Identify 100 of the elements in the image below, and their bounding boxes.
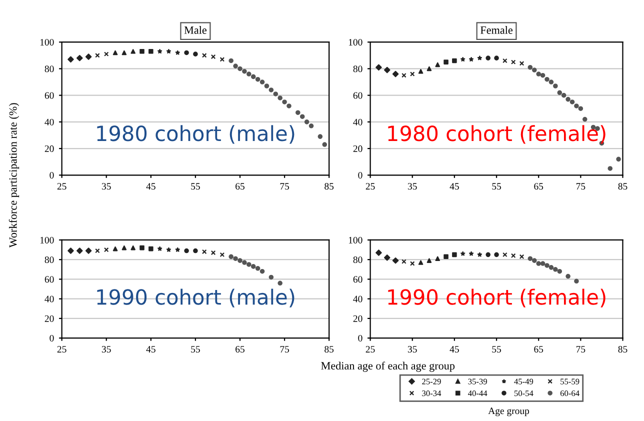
point bbox=[468, 57, 474, 62]
point bbox=[410, 72, 415, 76]
point bbox=[122, 50, 127, 56]
point bbox=[460, 251, 466, 256]
point bbox=[494, 56, 499, 60]
point bbox=[85, 248, 92, 254]
point bbox=[510, 253, 516, 258]
point bbox=[264, 84, 270, 88]
y-tick-label: 40 bbox=[353, 296, 362, 302]
point bbox=[426, 66, 432, 72]
point bbox=[282, 100, 287, 104]
point bbox=[228, 58, 234, 64]
point bbox=[528, 64, 533, 70]
point bbox=[608, 166, 613, 171]
point bbox=[308, 124, 314, 128]
point bbox=[122, 245, 127, 250]
x-tick-label: 65 bbox=[236, 183, 244, 190]
point bbox=[175, 247, 180, 252]
x-tick-label: 65 bbox=[534, 346, 544, 353]
point bbox=[220, 252, 225, 258]
point bbox=[220, 57, 225, 62]
point bbox=[460, 57, 466, 62]
legend-label: 40-44 bbox=[468, 390, 488, 396]
y-tick-label: 100 bbox=[348, 39, 362, 46]
point bbox=[553, 267, 558, 272]
y-tick-label: 100 bbox=[40, 39, 54, 46]
point bbox=[278, 96, 282, 100]
point bbox=[228, 254, 234, 260]
point bbox=[502, 58, 508, 64]
point bbox=[76, 54, 83, 62]
x-tick-label: 55 bbox=[191, 346, 200, 353]
x-tick-label: 85 bbox=[618, 346, 628, 353]
point bbox=[519, 60, 524, 66]
x-tick-label: 35 bbox=[408, 346, 417, 353]
x-tick-label: 75 bbox=[576, 346, 586, 353]
point bbox=[561, 92, 566, 98]
point bbox=[502, 252, 508, 258]
point bbox=[376, 64, 382, 71]
y-tick-label: 0 bbox=[50, 172, 54, 179]
point bbox=[184, 50, 189, 56]
x-tick-label: 55 bbox=[492, 183, 502, 190]
point bbox=[322, 142, 328, 147]
y-tick-label: 40 bbox=[353, 118, 362, 126]
point bbox=[540, 72, 546, 78]
point bbox=[238, 66, 242, 72]
point bbox=[392, 70, 399, 78]
x-tick-label: 45 bbox=[146, 346, 156, 353]
point bbox=[410, 261, 415, 266]
point bbox=[250, 264, 256, 269]
x-tick-label: 35 bbox=[408, 183, 417, 190]
y-tick-label: 80 bbox=[353, 256, 362, 264]
point bbox=[557, 90, 562, 96]
annotation: 1990 cohort (male) bbox=[97, 288, 294, 308]
y-tick-label: 60 bbox=[44, 92, 54, 99]
point bbox=[519, 254, 524, 260]
point bbox=[104, 52, 109, 56]
y-tick-label: 0 bbox=[358, 172, 362, 179]
point bbox=[250, 74, 256, 80]
point bbox=[444, 60, 448, 64]
point bbox=[246, 262, 252, 267]
x-axis-title: Median age of each age group bbox=[321, 362, 455, 372]
y-tick-label: 80 bbox=[44, 66, 54, 72]
point bbox=[193, 52, 198, 56]
point bbox=[532, 258, 537, 263]
x-tick-label: 25 bbox=[57, 183, 66, 190]
y-tick-label: 100 bbox=[348, 236, 362, 244]
y-tick-label: 20 bbox=[353, 315, 362, 322]
point bbox=[384, 254, 390, 261]
y-tick-label: 100 bbox=[40, 236, 54, 244]
point bbox=[426, 258, 432, 263]
point bbox=[616, 156, 621, 162]
x-tick-label: 25 bbox=[57, 346, 66, 353]
point bbox=[570, 100, 575, 104]
y-tick-label: 20 bbox=[44, 145, 54, 152]
point bbox=[392, 257, 399, 264]
point bbox=[95, 248, 100, 254]
y-tick-label: 0 bbox=[358, 334, 362, 342]
y-axis-title: Workforce participation rate (%) bbox=[8, 103, 20, 248]
point bbox=[85, 54, 92, 60]
point bbox=[112, 246, 118, 252]
x-tick-label: 65 bbox=[534, 183, 544, 190]
point bbox=[376, 250, 382, 256]
point bbox=[242, 68, 247, 74]
point bbox=[202, 249, 207, 254]
point bbox=[318, 134, 323, 139]
point bbox=[140, 49, 144, 54]
y-tick-label: 40 bbox=[44, 296, 54, 302]
point bbox=[95, 53, 100, 58]
y-tick-label: 60 bbox=[353, 276, 362, 283]
point bbox=[166, 247, 172, 252]
point bbox=[402, 72, 406, 78]
point bbox=[452, 252, 457, 258]
y-tick-label: 60 bbox=[353, 92, 362, 99]
point bbox=[260, 268, 265, 274]
point bbox=[494, 252, 499, 258]
point bbox=[536, 72, 541, 76]
y-tick-label: 0 bbox=[50, 334, 54, 342]
legend-label: 25-29 bbox=[422, 378, 441, 384]
point bbox=[260, 80, 265, 84]
point bbox=[68, 56, 74, 63]
